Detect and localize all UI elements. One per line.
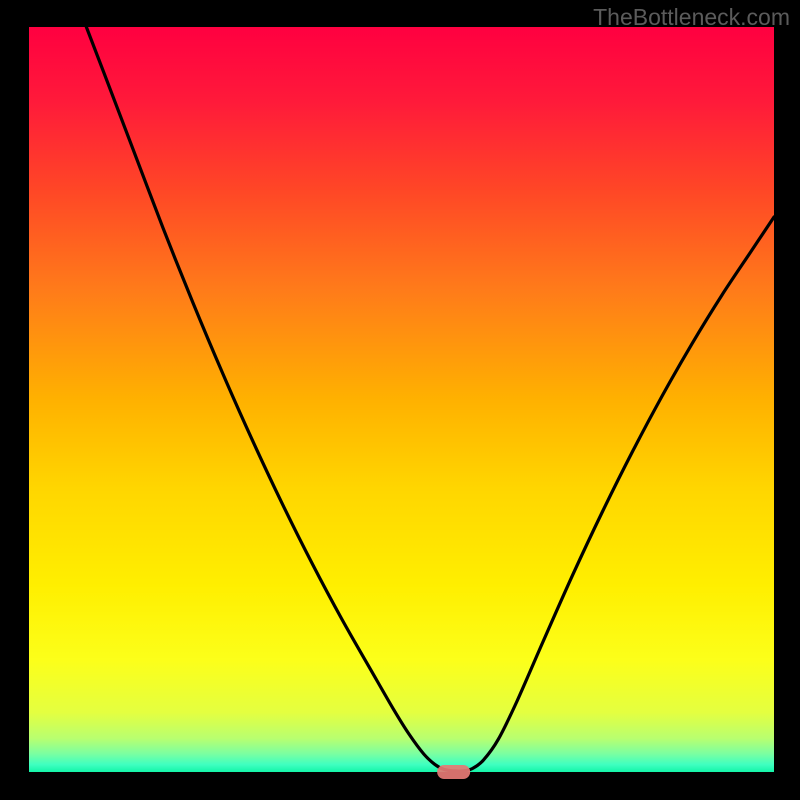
watermark-label: TheBottleneck.com (593, 4, 790, 31)
optimal-point-marker (437, 765, 470, 779)
chart-container: TheBottleneck.com (0, 0, 800, 800)
plot-background (29, 27, 774, 772)
chart-svg (0, 0, 800, 800)
